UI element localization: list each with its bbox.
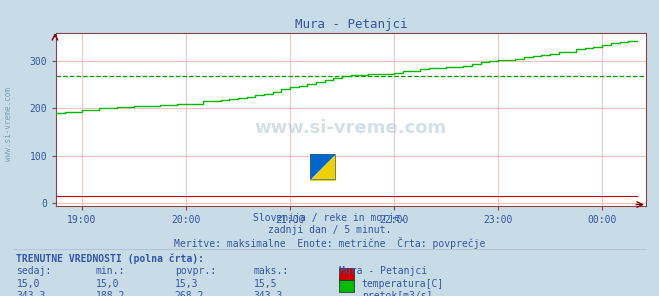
Text: 268,2: 268,2 [175,291,204,296]
Text: sedaj:: sedaj: [16,266,51,276]
Polygon shape [310,154,336,181]
Title: Mura - Petanjci: Mura - Petanjci [295,18,407,31]
Text: 15,3: 15,3 [175,279,198,289]
Text: min.:: min.: [96,266,125,276]
Polygon shape [310,154,336,181]
Text: 15,0: 15,0 [16,279,40,289]
Text: pretok[m3/s]: pretok[m3/s] [362,291,432,296]
Text: Mura - Petanjci: Mura - Petanjci [339,266,428,276]
Text: povpr.:: povpr.: [175,266,215,276]
Text: www.si-vreme.com: www.si-vreme.com [4,87,13,161]
Text: Meritve: maksimalne  Enote: metrične  Črta: povprečje: Meritve: maksimalne Enote: metrične Črta… [174,237,485,250]
Text: www.si-vreme.com: www.si-vreme.com [255,119,447,137]
Text: 343,3: 343,3 [254,291,283,296]
Text: maks.:: maks.: [254,266,289,276]
Text: TRENUTNE VREDNOSTI (polna črta):: TRENUTNE VREDNOSTI (polna črta): [16,253,204,263]
Text: 343,3: 343,3 [16,291,46,296]
Text: temperatura[C]: temperatura[C] [362,279,444,289]
Text: Slovenija / reke in morje.: Slovenija / reke in morje. [253,213,406,223]
Text: 15,5: 15,5 [254,279,277,289]
Text: zadnji dan / 5 minut.: zadnji dan / 5 minut. [268,225,391,235]
Text: 15,0: 15,0 [96,279,119,289]
Text: 188,2: 188,2 [96,291,125,296]
